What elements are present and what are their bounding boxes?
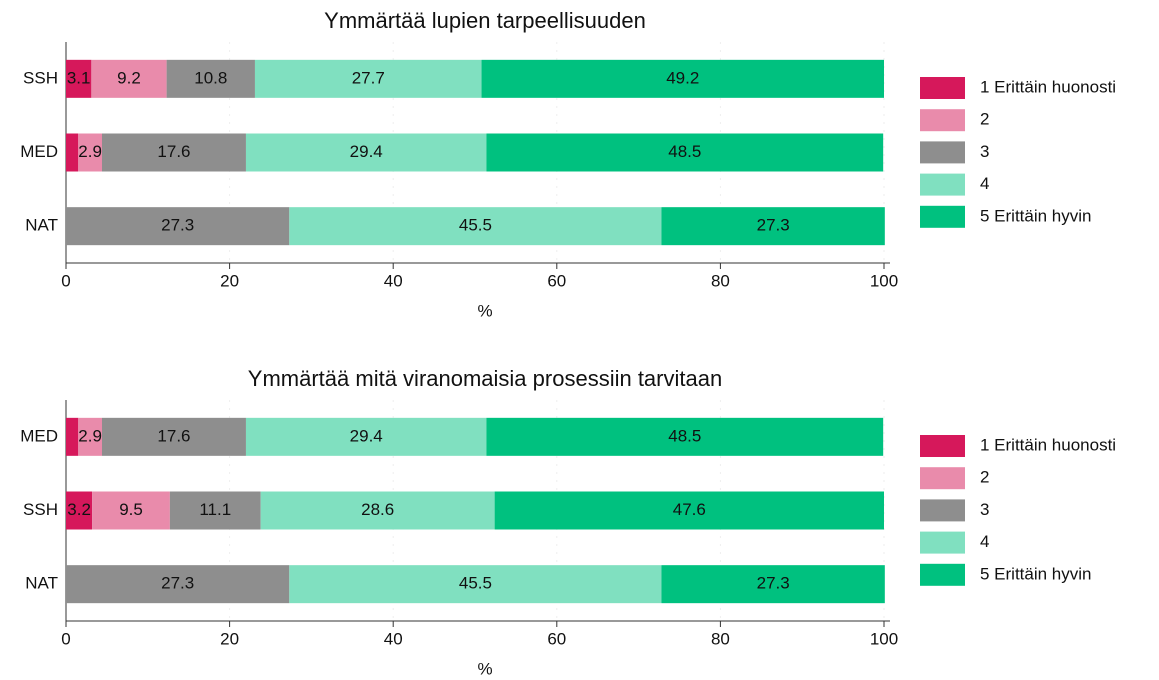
data-label: 27.3: [757, 216, 790, 235]
bar-segment: [486, 417, 884, 456]
bar-segment: [245, 133, 487, 172]
legend-swatch: [920, 141, 965, 164]
bar-segment: [66, 207, 290, 246]
y-tick-label: NAT: [25, 574, 58, 593]
x-tick-label: 20: [220, 629, 239, 648]
legend-label: 4: [980, 174, 989, 193]
x-tick-label: 60: [547, 629, 566, 648]
x-tick-label: 20: [220, 271, 239, 290]
y-tick-label: NAT: [25, 216, 58, 235]
bar-segment: [66, 417, 79, 456]
bar-segment: [66, 59, 92, 98]
data-label: 11.1: [199, 500, 231, 519]
legend-label: 1 Erittäin huonosti: [980, 77, 1116, 96]
data-label: 10.8: [194, 68, 227, 87]
legend-swatch: [920, 173, 965, 196]
bar-segment: [101, 133, 246, 172]
data-label: 17.6: [157, 142, 190, 161]
x-tick-label: 80: [711, 629, 730, 648]
legend-label: 2: [980, 468, 989, 487]
bar-segment: [481, 59, 884, 98]
chart-title: Ymmärtää lupien tarpeellisuuden: [324, 8, 646, 33]
data-label: 45.5: [459, 216, 492, 235]
bar-segment: [101, 417, 246, 456]
data-label: 2.9: [78, 142, 102, 161]
chart-title: Ymmärtää mitä viranomaisia prosessiin ta…: [248, 366, 722, 391]
data-label: 3.1: [67, 68, 91, 87]
legend-label: 2: [980, 110, 989, 129]
x-tick-label: 40: [384, 271, 403, 290]
bar-segment: [91, 59, 167, 98]
legend-label: 4: [980, 532, 989, 551]
legend-swatch: [920, 109, 965, 132]
bar-segment: [661, 207, 885, 246]
bar-segment: [66, 133, 79, 172]
bar-segment: [169, 491, 261, 530]
y-tick-label: MED: [20, 142, 58, 161]
bar-segment: [289, 565, 662, 604]
bar-segment: [92, 491, 170, 530]
legend-label: 5 Erittäin hyvin: [980, 206, 1092, 225]
legend-swatch: [920, 435, 965, 457]
data-label: 28.6: [361, 500, 394, 519]
x-tick-label: 60: [547, 271, 566, 290]
data-label: 27.7: [352, 68, 385, 87]
legend-swatch: [920, 467, 965, 490]
legend-swatch: [920, 563, 965, 586]
y-tick-label: SSH: [23, 68, 58, 87]
data-label: 27.3: [757, 574, 790, 593]
legend-label: 5 Erittäin hyvin: [980, 564, 1092, 583]
legend-swatch: [920, 531, 965, 554]
data-label: 9.2: [117, 68, 141, 87]
legend-swatch: [920, 499, 965, 522]
x-tick-label: 80: [711, 271, 730, 290]
x-axis-label: %: [477, 301, 492, 320]
bar-segment: [245, 417, 487, 456]
bar-segment: [486, 133, 884, 172]
data-label: 27.3: [161, 216, 194, 235]
y-tick-label: MED: [20, 426, 58, 445]
data-label: 9.5: [119, 500, 143, 519]
legend-label: 1 Erittäin huonosti: [980, 435, 1116, 454]
data-label: 29.4: [350, 142, 383, 161]
legend-label: 3: [980, 500, 989, 519]
legend-swatch: [920, 205, 965, 228]
x-axis-label: %: [477, 659, 492, 678]
bar-segment: [260, 491, 495, 530]
x-tick-label: 40: [384, 629, 403, 648]
data-label: 17.6: [157, 426, 190, 445]
bar-segment: [289, 207, 662, 246]
data-label: 2.9: [78, 426, 102, 445]
data-label: 47.6: [673, 500, 706, 519]
data-label: 27.3: [161, 574, 194, 593]
bar-segment: [78, 417, 102, 456]
x-tick-label: 100: [870, 629, 898, 648]
bar-segment: [78, 133, 102, 172]
bar-segment: [661, 565, 885, 604]
data-label: 49.2: [666, 68, 699, 87]
y-tick-label: SSH: [23, 500, 58, 519]
data-label: 48.5: [668, 142, 701, 161]
data-label: 29.4: [350, 426, 383, 445]
bar-segment: [66, 491, 93, 530]
data-label: 3.2: [67, 500, 91, 519]
bar-segment: [494, 491, 884, 530]
data-label: 48.5: [668, 426, 701, 445]
x-tick-label: 0: [61, 271, 70, 290]
x-tick-label: 100: [870, 271, 898, 290]
data-label: 45.5: [459, 574, 492, 593]
legend-label: 3: [980, 142, 989, 161]
bar-segment: [66, 565, 290, 604]
bar-segment: [166, 59, 255, 98]
legend-swatch: [920, 77, 965, 99]
x-tick-label: 0: [61, 629, 70, 648]
bar-segment: [254, 59, 482, 98]
